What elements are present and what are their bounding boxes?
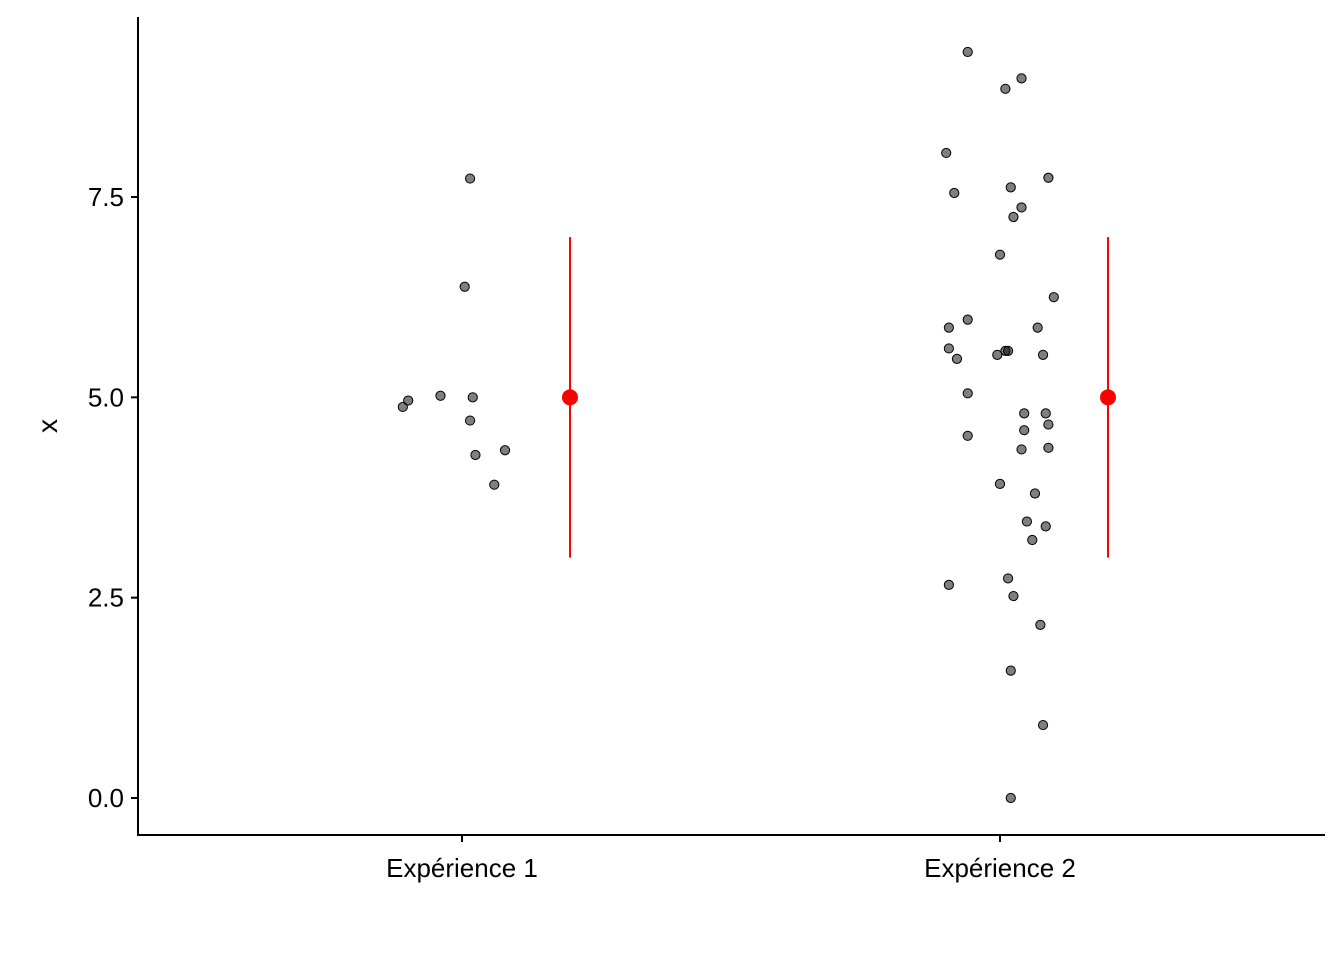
y-tick-label: 7.5	[88, 182, 124, 212]
data-point	[499, 445, 511, 456]
data-point	[943, 322, 954, 333]
data-point	[1005, 665, 1016, 676]
data-point	[1037, 719, 1049, 731]
points-layer	[397, 46, 1059, 804]
data-point	[1048, 292, 1059, 303]
data-point	[1019, 425, 1030, 436]
data-point	[1002, 345, 1014, 356]
data-point	[489, 479, 500, 490]
data-point	[943, 579, 954, 590]
data-point	[1043, 419, 1054, 430]
data-point	[994, 249, 1006, 260]
data-point	[1005, 182, 1016, 193]
y-tick-label: 0.0	[88, 783, 124, 813]
data-point	[962, 46, 973, 58]
data-point	[1032, 322, 1043, 333]
data-point	[1008, 590, 1019, 602]
data-point	[464, 415, 476, 426]
data-point	[464, 173, 476, 184]
data-point	[1002, 573, 1014, 584]
data-point	[1029, 488, 1041, 499]
data-point	[1040, 521, 1051, 532]
data-point	[1016, 73, 1027, 84]
data-point	[435, 390, 446, 401]
data-point	[1043, 172, 1054, 183]
data-point	[1016, 202, 1027, 213]
data-point	[459, 281, 470, 292]
data-point	[1000, 83, 1011, 94]
data-point	[1037, 349, 1049, 360]
y-axis-title: x	[32, 419, 63, 433]
data-point	[962, 430, 973, 441]
data-point	[949, 187, 960, 199]
data-point	[1016, 444, 1027, 455]
data-point	[992, 349, 1003, 360]
data-point	[397, 401, 408, 413]
summary-mean-point	[562, 389, 578, 406]
data-point	[403, 395, 414, 406]
data-point	[470, 449, 481, 461]
summary-layer	[562, 237, 1116, 558]
data-point	[943, 343, 954, 354]
data-point	[1021, 516, 1033, 527]
data-point	[1035, 619, 1046, 631]
data-point	[1005, 792, 1016, 804]
y-tick-label: 5.0	[88, 382, 124, 412]
data-point	[1040, 408, 1051, 419]
x-tick-label: Expérience 2	[924, 853, 1076, 883]
data-point	[467, 392, 478, 403]
data-point	[994, 478, 1006, 489]
data-point	[941, 147, 952, 159]
x-axis: Expérience 1 Expérience 2	[386, 835, 1076, 883]
data-point	[962, 314, 973, 325]
data-point	[1043, 442, 1054, 453]
data-point	[1008, 211, 1019, 223]
data-point	[962, 388, 973, 399]
y-tick-label: 2.5	[88, 583, 124, 613]
y-axis: 0.0 2.5 5.0 7.5	[88, 182, 138, 813]
x-tick-label: Expérience 1	[386, 853, 538, 883]
summary-mean-point	[1100, 389, 1116, 406]
data-point	[1019, 408, 1030, 419]
data-point	[1027, 534, 1038, 546]
data-point	[951, 353, 963, 364]
